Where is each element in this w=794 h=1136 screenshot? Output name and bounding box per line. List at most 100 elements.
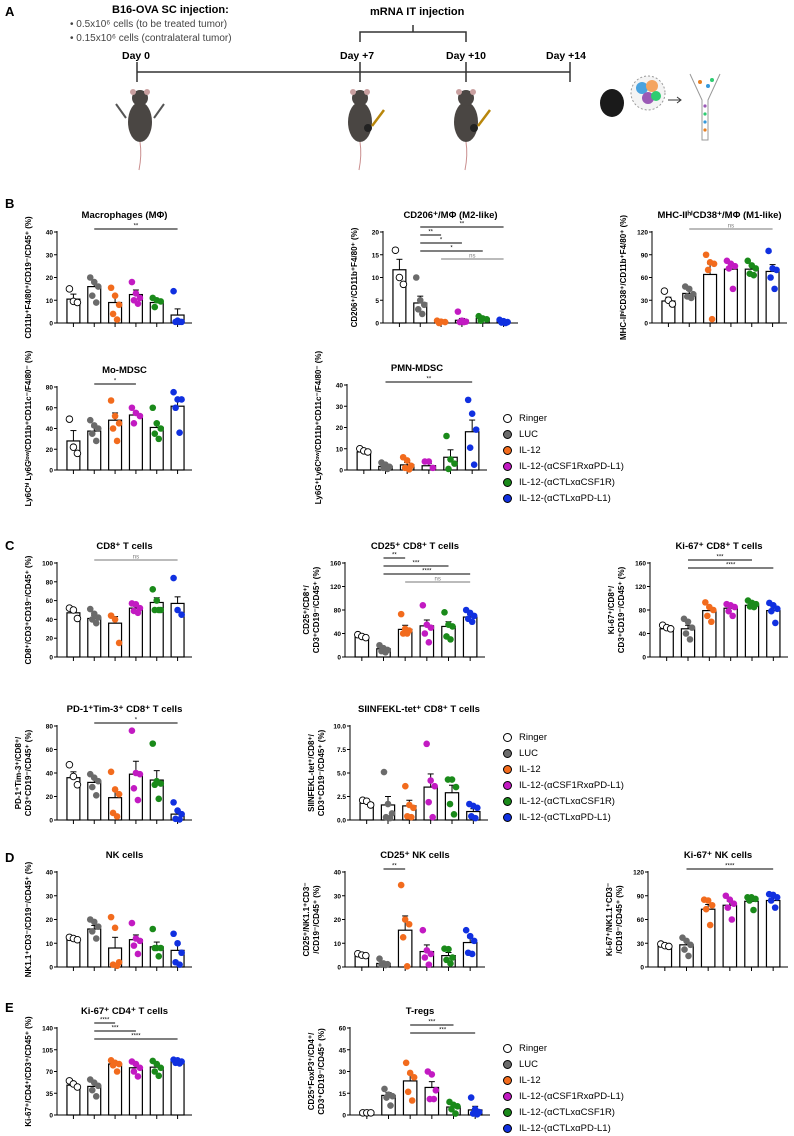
data-point	[445, 465, 452, 473]
y-tick-label: 0	[49, 1113, 53, 1120]
significance-label: **	[426, 377, 431, 383]
y-axis-label: CD25⁺/NK1.1⁺CD3⁻	[302, 882, 311, 956]
y-tick-label: 80	[46, 385, 54, 392]
bullet-1-text: 0.5x10⁶ cells (to be treated tumor)	[76, 19, 228, 30]
significance-label: ns	[434, 577, 440, 583]
data-point	[73, 1083, 82, 1091]
data-point	[502, 319, 509, 327]
mouse-icon	[348, 89, 385, 171]
data-point	[684, 618, 692, 626]
mouse-icon	[454, 89, 491, 171]
data-point	[403, 457, 411, 464]
y-tick-label: 30	[641, 298, 649, 305]
data-point	[362, 951, 370, 960]
data-point	[449, 954, 456, 961]
bar-3	[128, 773, 143, 821]
data-point	[710, 260, 718, 268]
legend-marker	[503, 1043, 512, 1053]
data-point	[383, 1094, 390, 1101]
data-point	[432, 1087, 440, 1094]
legend-item: IL-12-(αCSF1RxαPD-L1)	[503, 458, 624, 474]
data-point	[706, 921, 714, 929]
legend-marker	[503, 413, 512, 423]
data-point	[414, 306, 422, 313]
data-point	[446, 800, 454, 808]
data-point	[157, 944, 165, 952]
data-point	[450, 811, 458, 818]
data-point	[366, 801, 375, 809]
y-tick-label: 20	[46, 917, 54, 924]
data-point	[381, 1085, 388, 1093]
significance-label: ns	[728, 224, 734, 230]
legend-label: IL-12-(αCTLxαCSF1R)	[519, 476, 615, 488]
chart-title: Ki-67⁺ NK cells	[684, 850, 752, 861]
legend-e: Ringer LUC IL-12 IL-12-(αCSF1RxαPD-L1) I…	[503, 1040, 624, 1136]
data-point	[447, 960, 454, 967]
data-point	[431, 782, 438, 790]
data-point	[401, 916, 409, 923]
data-point	[107, 913, 115, 921]
data-point	[423, 740, 430, 748]
data-point	[115, 301, 123, 309]
legend-marker	[503, 461, 512, 471]
legend-label: LUC	[519, 1058, 539, 1070]
data-point	[725, 265, 733, 272]
chart-panel: Ki-67⁺ NK cells Ki-67⁺/NK1.1⁺CD3⁻/CD19⁻/C…	[605, 850, 788, 972]
y-tick-label: 60	[641, 275, 649, 282]
data-point	[685, 952, 692, 960]
legend-marker	[503, 1107, 512, 1117]
data-point	[151, 1068, 159, 1075]
chart-title: Ki-67⁺ CD8⁺ T cells	[675, 541, 762, 552]
data-point	[178, 611, 185, 618]
y-tick-label: 20	[336, 425, 344, 432]
data-point	[687, 941, 694, 949]
data-point	[92, 792, 100, 799]
y-axis-label: Ki-67⁺/CD4⁺/CD3⁺/CD45⁺ (%)	[24, 1016, 33, 1127]
data-point	[483, 316, 491, 323]
data-point	[92, 935, 100, 942]
y-axis-label: Ki-67⁺/NK1.1⁺CD3⁻	[605, 883, 614, 956]
data-point	[364, 448, 372, 456]
data-point	[421, 630, 429, 637]
data-point	[710, 606, 717, 614]
chart-panel: NK cells NK1.1⁺CD3⁻/CD19⁻/CD45⁺ (%) 0 10 20 3…	[24, 850, 192, 977]
significance-label: ns	[133, 555, 139, 561]
data-point	[376, 955, 383, 962]
significance-label: **	[134, 224, 139, 230]
bar-5	[170, 405, 185, 471]
y-tick-label: 0	[375, 321, 379, 328]
significance-label: **	[392, 864, 397, 870]
data-point	[774, 605, 781, 613]
y-axis-label: CD3⁺CD19⁻/CD45⁺ (%)	[24, 729, 33, 816]
legend-item: LUC	[503, 426, 624, 442]
y-tick-label: 105	[42, 1047, 53, 1054]
data-point	[441, 318, 449, 326]
data-point	[399, 280, 408, 289]
data-point	[428, 1071, 436, 1078]
data-point	[752, 895, 759, 903]
data-point	[172, 404, 179, 412]
data-point	[109, 425, 117, 432]
data-point	[427, 777, 434, 784]
data-point	[419, 926, 427, 934]
data-point	[702, 251, 710, 259]
data-point	[746, 897, 753, 904]
data-point	[90, 278, 98, 286]
data-point	[92, 1093, 100, 1100]
legend-marker	[503, 748, 512, 758]
data-point	[771, 285, 778, 293]
legend-label: IL-12-(αCTLxαCSF1R)	[519, 1106, 615, 1118]
data-point	[704, 897, 712, 904]
data-point	[730, 900, 738, 907]
data-point	[468, 950, 476, 958]
data-point	[88, 783, 96, 791]
legend-marker	[503, 1091, 512, 1101]
mouse-icon	[115, 89, 165, 171]
y-axis-label: CD3⁺CD19⁻/CD45⁺ (%)	[317, 1028, 326, 1115]
y-tick-label: 10.0	[333, 724, 346, 731]
data-point	[685, 285, 693, 293]
data-point	[665, 942, 673, 951]
y-tick-label: 40	[46, 617, 54, 624]
data-point	[151, 430, 159, 437]
data-point	[467, 1094, 475, 1101]
